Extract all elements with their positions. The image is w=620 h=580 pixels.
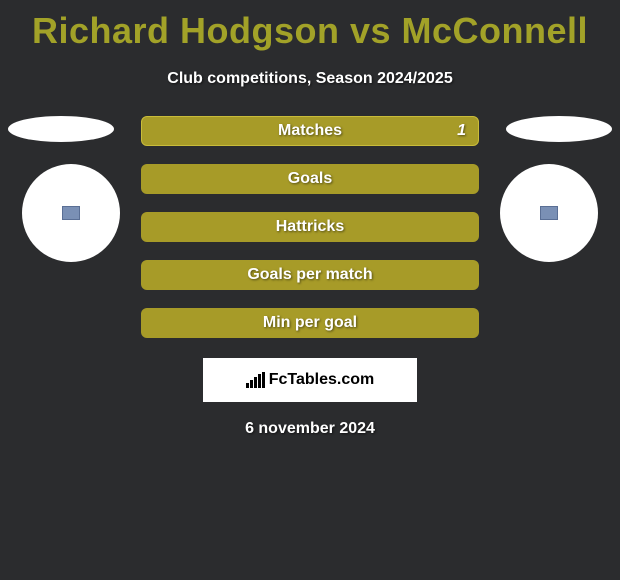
stat-bars: Matches 1 Goals Hattricks Goals per matc… xyxy=(141,116,479,338)
stat-label: Matches xyxy=(278,122,342,140)
stat-label: Hattricks xyxy=(276,218,344,236)
right-top-ellipse xyxy=(506,116,612,142)
brand-logo-text: FcTables.com xyxy=(269,371,375,389)
bars-icon xyxy=(246,372,265,388)
stat-label: Min per goal xyxy=(263,314,357,332)
season-subtitle: Club competitions, Season 2024/2025 xyxy=(0,70,620,88)
stat-bar-goals-per-match: Goals per match xyxy=(141,260,479,290)
brand-logo: FcTables.com xyxy=(246,371,375,389)
stat-bar-hattricks: Hattricks xyxy=(141,212,479,242)
photo-placeholder-icon xyxy=(540,206,558,220)
left-top-ellipse xyxy=(8,116,114,142)
stat-bar-min-per-goal: Min per goal xyxy=(141,308,479,338)
player-right-avatar xyxy=(500,164,598,262)
stat-label: Goals per match xyxy=(247,266,372,284)
photo-placeholder-icon xyxy=(62,206,80,220)
brand-logo-box: FcTables.com xyxy=(203,358,417,402)
stat-bar-matches: Matches 1 xyxy=(141,116,479,146)
comparison-area: Matches 1 Goals Hattricks Goals per matc… xyxy=(0,116,620,438)
date-line: 6 november 2024 xyxy=(0,420,620,438)
stat-label: Goals xyxy=(288,170,332,188)
stat-bar-goals: Goals xyxy=(141,164,479,194)
page-title: Richard Hodgson vs McConnell xyxy=(0,0,620,52)
player-left-avatar xyxy=(22,164,120,262)
stat-value-right: 1 xyxy=(457,122,466,140)
